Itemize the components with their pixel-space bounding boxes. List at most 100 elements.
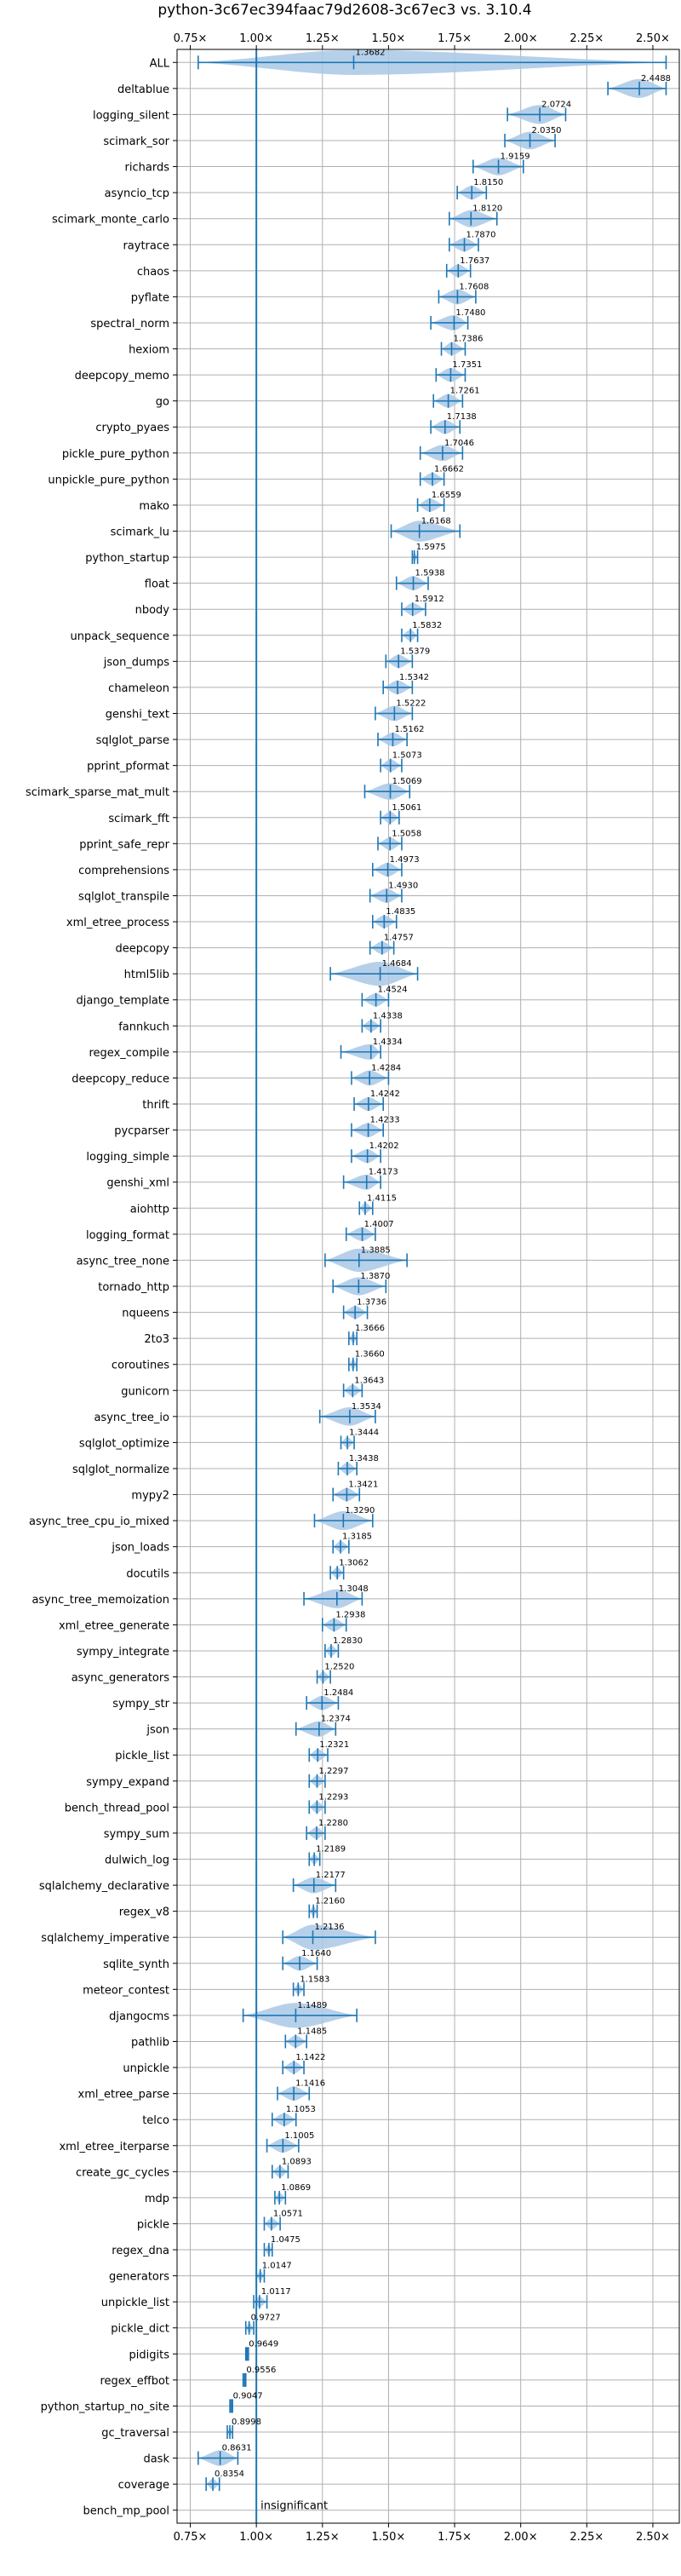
benchmark-name-label: dulwich_log xyxy=(105,1854,169,1867)
median-data-label: 1.7261 xyxy=(450,387,480,396)
benchmark-name-label: xml_etree_parse xyxy=(78,2089,169,2102)
benchmark-name-label: bench_mp_pool xyxy=(83,2505,169,2518)
median-data-label: 1.1485 xyxy=(297,2027,327,2036)
benchmark-name-label: genshi_text xyxy=(106,708,169,721)
axes: 0.75× 0.75× 1.00× 1.00× 1.25× 1.25× 1.50× 1.50×… xyxy=(26,32,680,2544)
median-data-label: 1.0147 xyxy=(262,2262,292,2271)
median-data-label: 1.4524 xyxy=(378,986,408,995)
median-data-label: 1.4115 xyxy=(367,1193,397,1203)
benchmark-name-label: xml_etree_process xyxy=(66,917,169,929)
benchmark-name-label: unpack_sequence xyxy=(70,630,169,643)
benchmark-name-label: meteor_contest xyxy=(83,1984,169,1997)
benchmark-name-label: sqlite_synth xyxy=(103,1958,169,1971)
median-data-label: 1.3438 xyxy=(349,1454,379,1463)
median-data-label: 1.4233 xyxy=(370,1116,400,1125)
median-data-label: 1.3421 xyxy=(348,1481,378,1490)
benchmark-name-label: unpickle_pure_python xyxy=(48,474,169,486)
median-data-label: 1.2160 xyxy=(315,1897,345,1906)
data-labels: 1.3682 2.4488 2.0724 2.0350 1.9159 1.8150 1.81… xyxy=(215,48,671,2479)
benchmark-name-label: logging_simple xyxy=(86,1151,169,1164)
benchmark-name-label: logging_silent xyxy=(93,109,169,122)
median-data-label: 1.0571 xyxy=(273,2209,303,2218)
benchmark-name-label: regex_effbot xyxy=(100,2375,169,2388)
benchmark-name-label: go xyxy=(156,396,169,409)
x-tick-label-top: 1.50× xyxy=(371,32,405,45)
benchmark-name-label: coroutines xyxy=(112,1360,169,1372)
benchmark-name-label: python_startup_no_site xyxy=(41,2401,169,2413)
median-data-label: 0.8354 xyxy=(215,2470,244,2479)
benchmark-name-label: python_startup xyxy=(85,552,169,565)
benchmark-name-label: chaos xyxy=(137,266,169,279)
median-data-label: 1.2297 xyxy=(318,1767,348,1776)
x-tick-label-bottom: 1.75× xyxy=(438,2531,472,2544)
benchmark-name-label: deepcopy_memo xyxy=(75,370,169,382)
median-data-label: 1.3870 xyxy=(360,1272,390,1281)
benchmark-name-label: mako xyxy=(139,500,169,513)
benchmark-name-label: sympy_integrate xyxy=(77,1646,169,1659)
median-data-label: 1.0475 xyxy=(271,2235,300,2245)
benchmark-name-label: float xyxy=(145,578,169,591)
benchmark-name-label: genshi_xml xyxy=(106,1177,169,1190)
benchmark-name-label: pidigits xyxy=(129,2349,170,2361)
chart-title: python-3c67ec394faac79d2608-3c67ec3 vs. … xyxy=(157,2,531,19)
x-tick-label-bottom: 1.50× xyxy=(371,2531,405,2544)
benchmark-name-label: raytrace xyxy=(123,239,169,252)
benchmark-name-label: sqlglot_parse xyxy=(96,734,169,747)
median-data-label: 1.4334 xyxy=(373,1038,403,1047)
median-data-label: 1.2830 xyxy=(333,1636,363,1646)
median-data-label: 1.2136 xyxy=(314,1923,344,1932)
benchmark-name-label: sqlglot_optimize xyxy=(79,1437,169,1450)
median-data-label: 0.8998 xyxy=(232,2418,261,2427)
median-data-label: 1.7351 xyxy=(452,360,482,370)
benchmark-name-label: scimark_sparse_mat_mult xyxy=(26,786,169,799)
x-tick-label-top: 2.50× xyxy=(636,32,670,45)
median-data-label: 1.3444 xyxy=(349,1428,379,1437)
benchmark-name-label: sqlglot_transpile xyxy=(78,890,169,903)
median-data-label: 1.5975 xyxy=(416,543,446,552)
x-tick-label-bottom: 2.00× xyxy=(504,2531,538,2544)
benchmark-name-label: asyncio_tcp xyxy=(105,187,169,200)
benchmark-name-label: deepcopy_reduce xyxy=(72,1072,169,1085)
benchmark-name-label: pycparser xyxy=(114,1125,169,1138)
median-data-label: 1.5073 xyxy=(392,751,422,761)
median-data-label: 1.5912 xyxy=(415,595,444,604)
median-data-label: 1.5222 xyxy=(396,699,426,708)
benchmark-name-label: sympy_expand xyxy=(86,1776,169,1789)
median-data-label: 1.2484 xyxy=(323,1688,353,1698)
x-tick-label-top: 1.25× xyxy=(306,32,340,45)
median-data-label: 1.0117 xyxy=(261,2287,291,2297)
benchmark-name-label: html5lib xyxy=(124,969,169,981)
benchmark-name-label: coverage xyxy=(118,2479,169,2492)
median-data-label: 1.4284 xyxy=(371,1063,401,1072)
benchmark-name-label: json xyxy=(146,1724,169,1737)
benchmark-name-label: fannkuch xyxy=(118,1021,169,1033)
median-data-label: 1.2938 xyxy=(335,1610,365,1619)
benchmark-name-label: pathlib xyxy=(131,2036,169,2049)
benchmark-name-label: 2to3 xyxy=(144,1333,169,1346)
benchmark-name-label: bench_thread_pool xyxy=(65,1802,169,1814)
benchmark-name-label: pprint_pformat xyxy=(87,761,169,773)
median-data-label: 1.4007 xyxy=(364,1220,394,1229)
median-data-label: 1.5938 xyxy=(415,569,445,578)
benchmark-name-label: deltablue xyxy=(117,83,169,96)
benchmark-name-label: sqlglot_normalize xyxy=(72,1463,169,1476)
benchmark-name-label: async_tree_cpu_io_mixed xyxy=(29,1515,169,1528)
median-data-label: 1.1416 xyxy=(295,2079,325,2089)
median-data-label: 1.2293 xyxy=(318,1792,348,1802)
median-data-label: 1.7480 xyxy=(455,308,485,318)
x-tick-label-bottom: 2.25× xyxy=(569,2531,604,2544)
median-data-label: 1.4973 xyxy=(390,855,420,865)
median-data-label: 1.2280 xyxy=(318,1819,348,1828)
median-data-label: 1.7138 xyxy=(447,412,477,422)
benchmark-name-label: aiohttp xyxy=(130,1203,169,1216)
median-data-label: 1.6662 xyxy=(434,464,464,474)
benchmark-name-label: gc_traversal xyxy=(101,2427,169,2440)
median-data-label: 1.3736 xyxy=(357,1298,386,1308)
benchmark-name-label: pickle_pure_python xyxy=(62,448,169,461)
median-data-label: 0.9649 xyxy=(249,2339,278,2349)
benchmark-name-label: sympy_str xyxy=(112,1698,169,1711)
median-data-label: 0.9556 xyxy=(246,2366,276,2375)
median-data-label: 1.3643 xyxy=(354,1376,384,1385)
benchmark-name-label: gunicorn xyxy=(121,1385,169,1398)
